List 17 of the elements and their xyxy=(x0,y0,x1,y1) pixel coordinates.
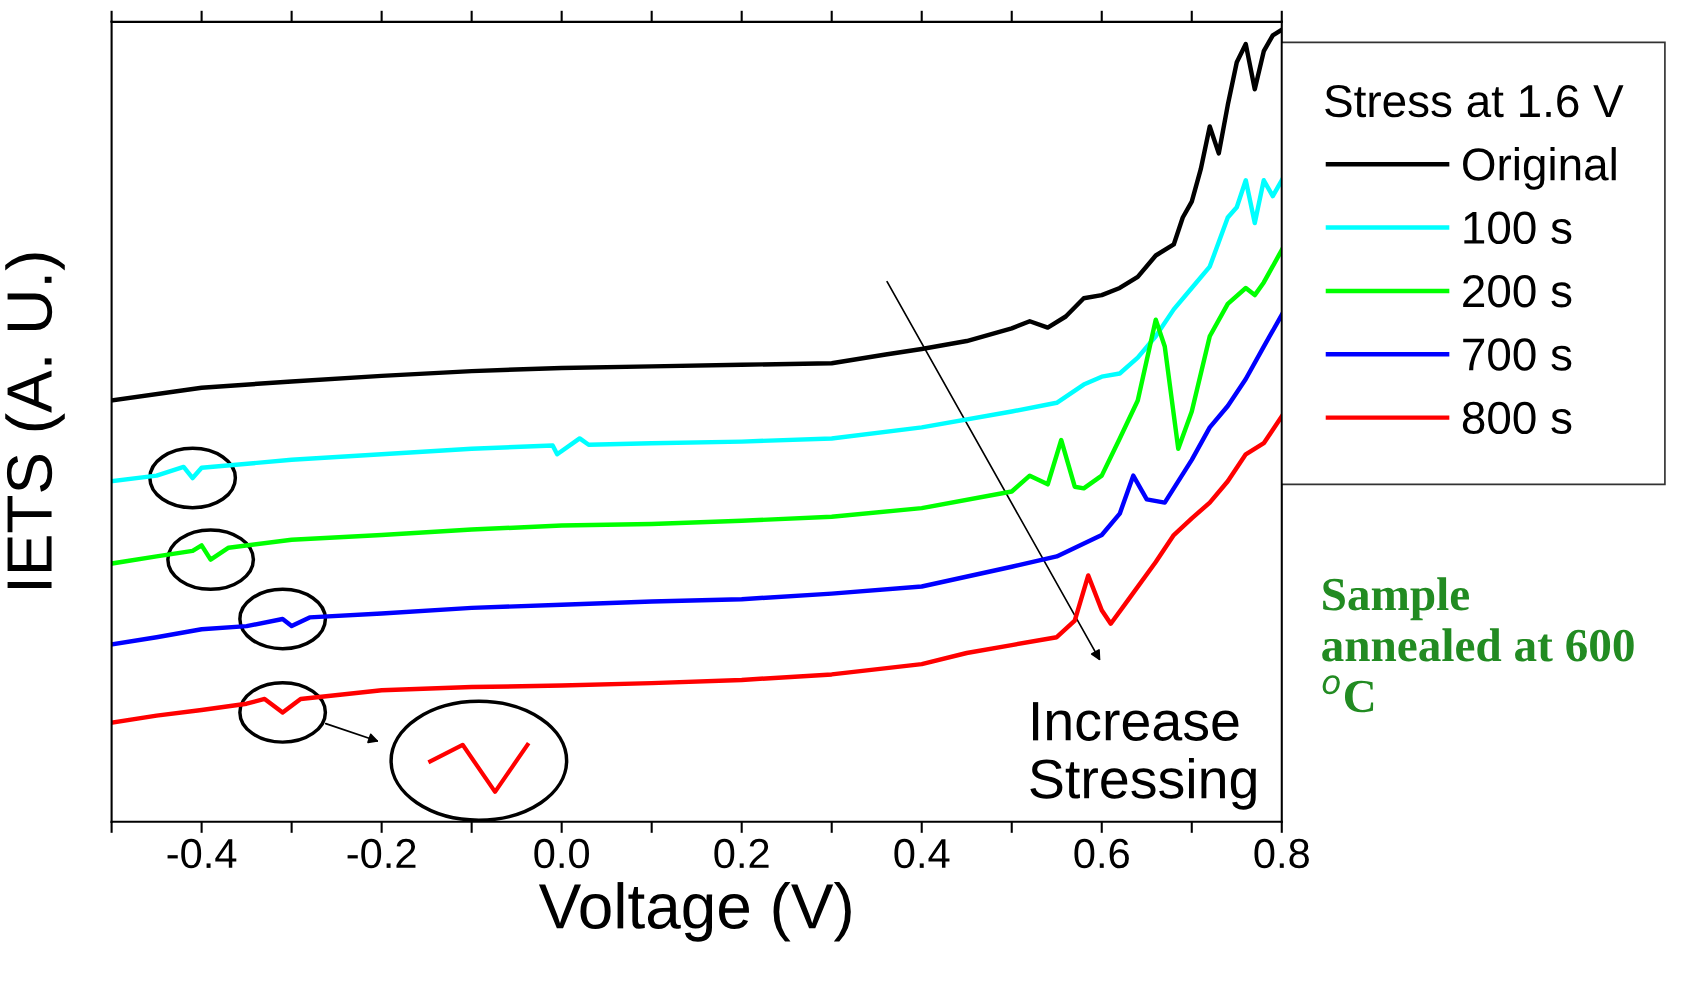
legend-label: 800 s xyxy=(1462,401,1572,435)
annotation: Increase Stressing xyxy=(1030,702,1256,810)
x-tick-label: 0.6 xyxy=(1074,838,1129,869)
x-tick-label: -0.2 xyxy=(347,838,416,869)
x-tick-label: 0.8 xyxy=(1254,838,1309,869)
x-tick-label: 0.2 xyxy=(714,838,769,869)
y-axis-title: IETS (A. U.) xyxy=(5,253,65,589)
x-tick-label: 0.0 xyxy=(534,838,590,869)
legend-label: Original xyxy=(1463,147,1616,190)
x-tick-label: -0.4 xyxy=(167,838,237,869)
x-axis-title: Voltage (V) xyxy=(538,882,851,942)
legend-label: 700 s xyxy=(1463,338,1572,371)
text: Sample annealed at 600 $^{o}$C xyxy=(1322,577,1634,713)
legend-title: Stress at 1.6 V xyxy=(1325,84,1624,118)
legend-label: 100 s xyxy=(1464,211,1572,245)
x-tick-label: 0.4 xyxy=(894,838,950,869)
legend-label: 200 s xyxy=(1463,274,1572,308)
